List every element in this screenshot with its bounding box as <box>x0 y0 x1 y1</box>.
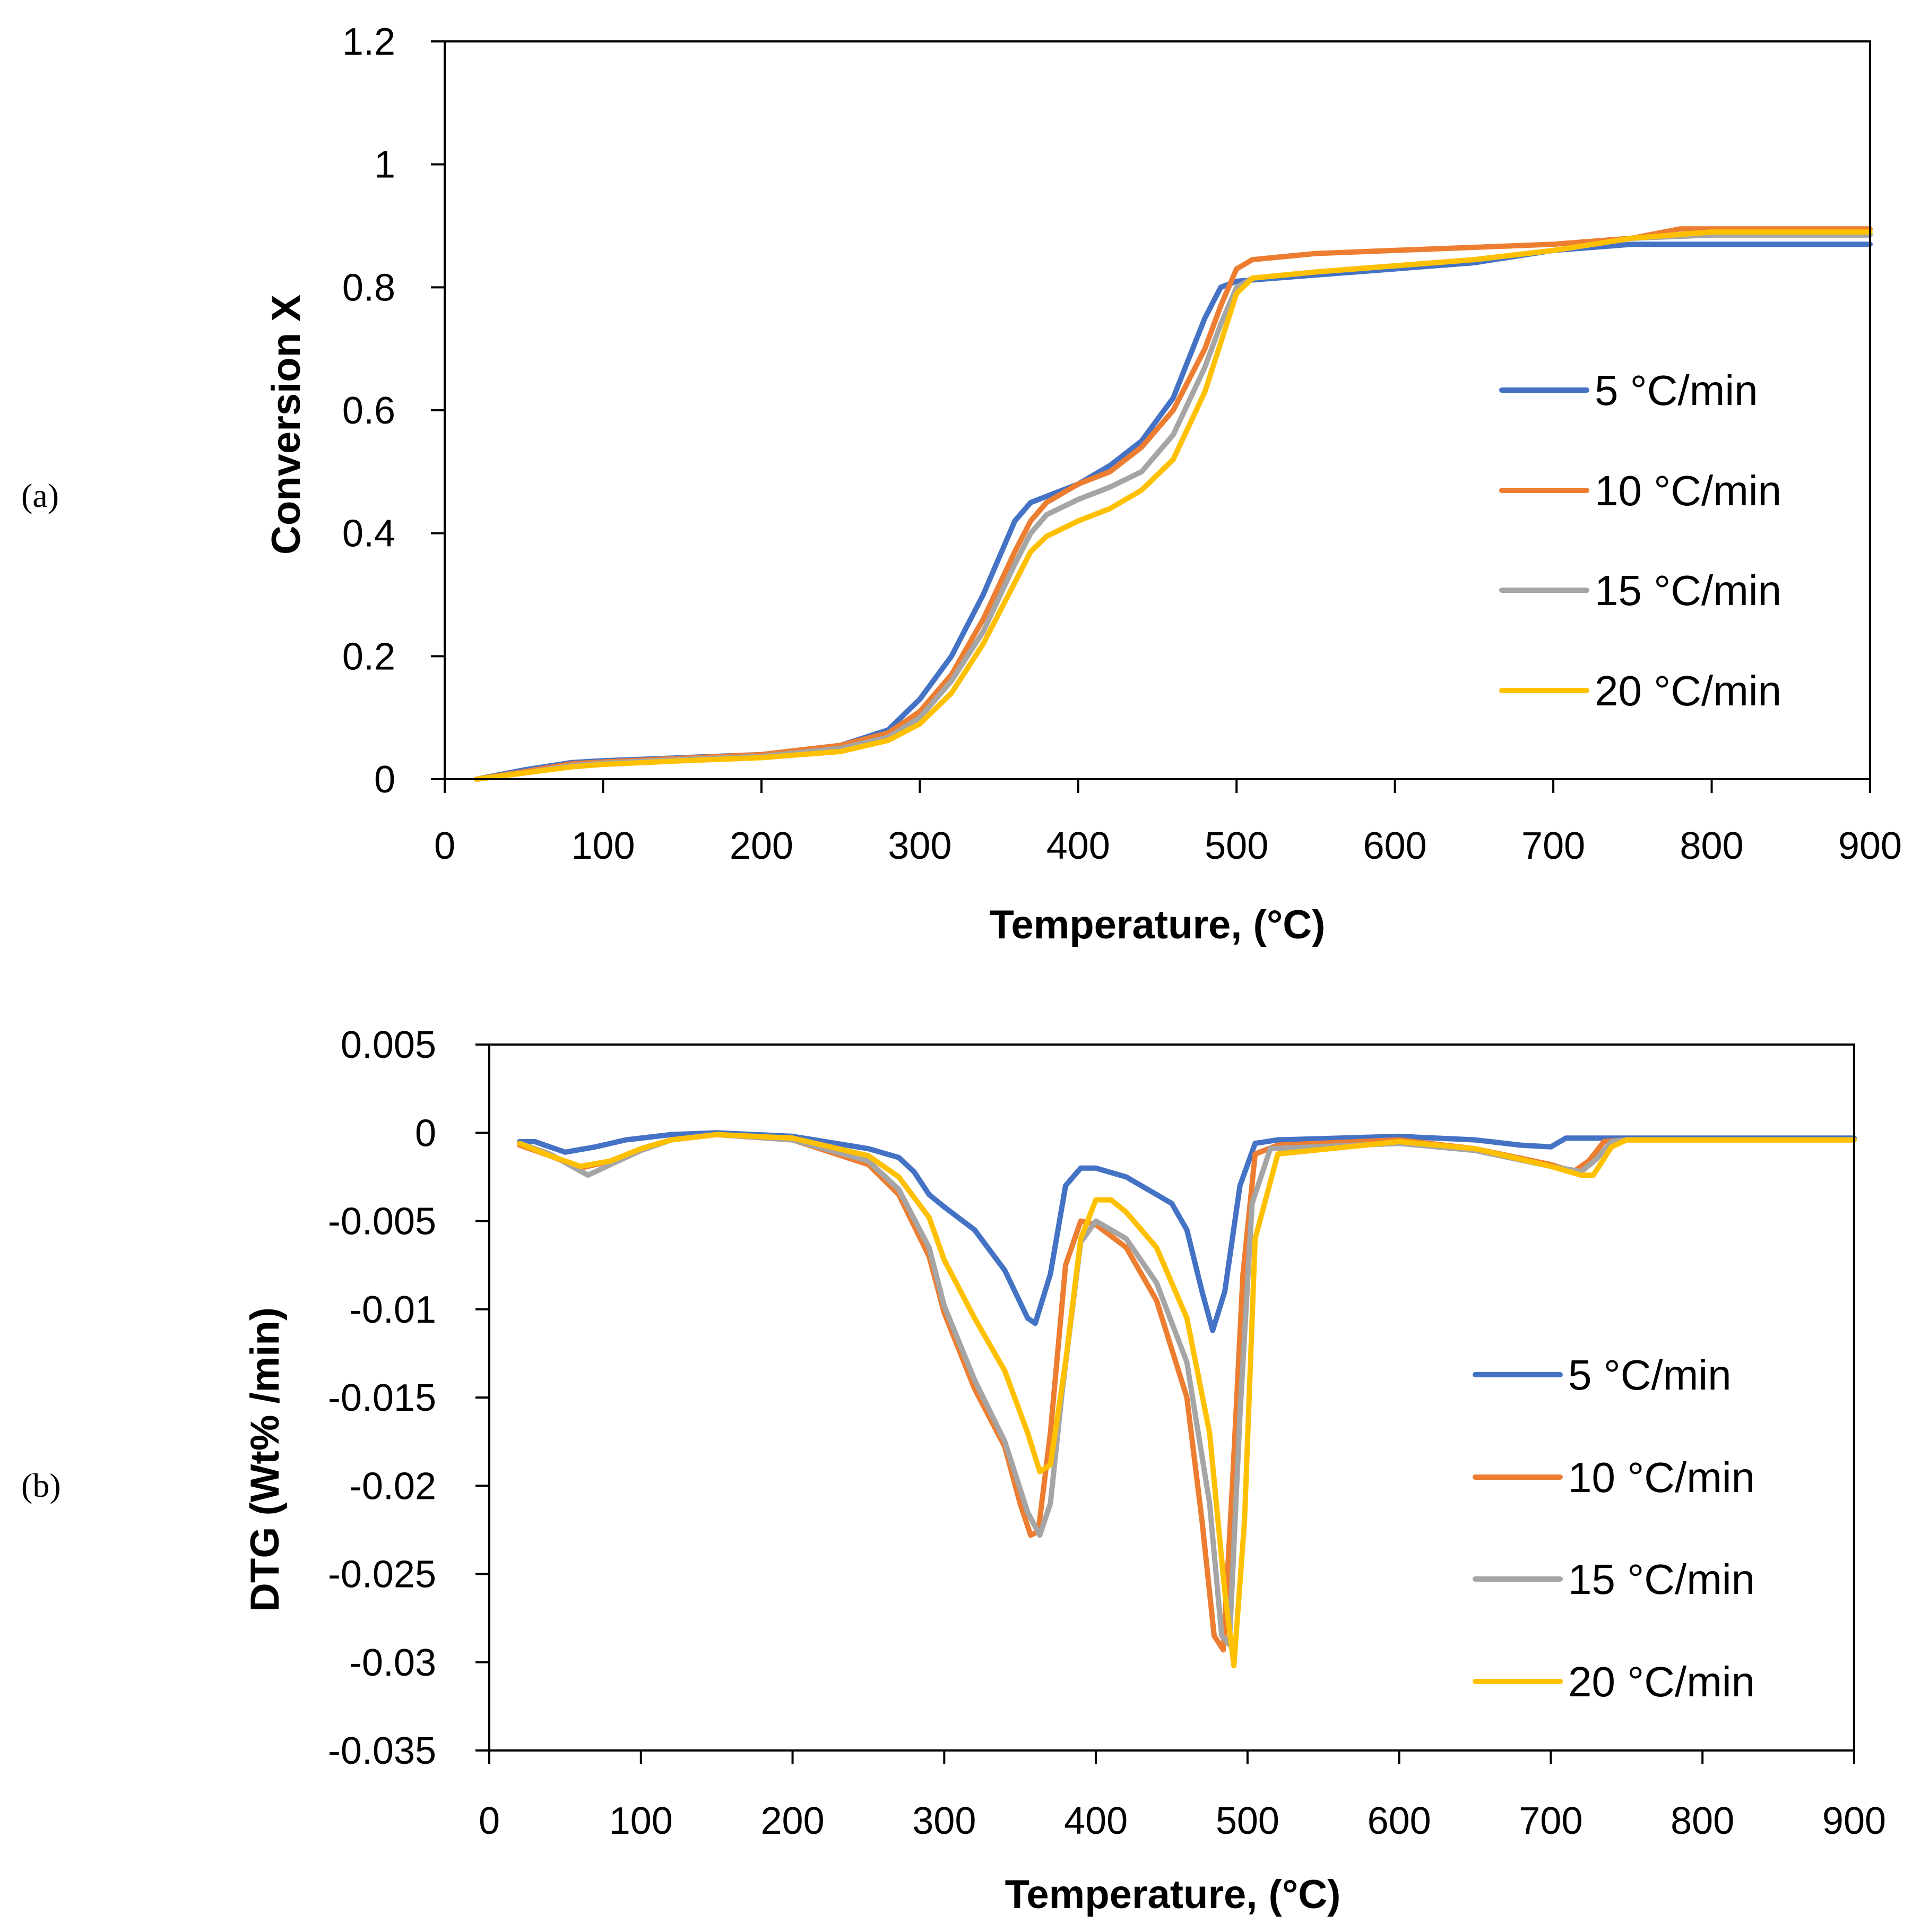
panel-a-series-lines <box>473 226 1873 782</box>
x-tick-label: 600 <box>1363 825 1427 867</box>
panel-a-plot-frame <box>444 40 1871 780</box>
y-tick-label: -0.01 <box>349 1289 436 1331</box>
panel-a-y-axis-title: Conversion X <box>264 295 309 555</box>
series-line-20-c-per-min <box>517 1132 1857 1669</box>
x-tick-label: 400 <box>1046 825 1110 867</box>
panel-b-y-axis-title: DTG (Wt% /min) <box>243 1307 288 1612</box>
series-line-5-c-per-min <box>517 1130 1857 1333</box>
panel-b-dtg-chart: (b) 0.005 0 -0.005 -0.01 -0.015 -0.02 -0.025 -0… <box>21 1024 1886 1917</box>
x-tick-label: 800 <box>1671 1800 1734 1842</box>
y-tick-label: -0.015 <box>328 1377 436 1419</box>
y-tick-label: 0.2 <box>342 635 395 678</box>
panel-b-legend: 5 °C/min 10 °C/min 15 °C/min 20 °C/min <box>1473 1351 1755 1705</box>
panel-a-legend-label-20: 20 °C/min <box>1595 667 1781 714</box>
panel-b-x-axis-ticks: 0 100 200 300 400 500 600 700 800 900 <box>479 1750 1886 1842</box>
y-tick-label: 0.8 <box>342 266 395 309</box>
y-tick-label: 1 <box>374 144 395 186</box>
panel-a-legend: 5 °C/min 10 °C/min 15 °C/min 20 °C/min <box>1499 367 1781 714</box>
y-tick-label: -0.025 <box>328 1554 436 1596</box>
y-tick-label: -0.035 <box>328 1730 436 1772</box>
x-tick-label: 800 <box>1680 825 1743 867</box>
panel-a-x-axis-title: Temperature, (°C) <box>990 902 1326 947</box>
panel-b-legend-label-5: 5 °C/min <box>1568 1351 1732 1399</box>
series-line-20-c-per-min <box>473 229 1873 782</box>
panel-b-legend-label-15: 15 °C/min <box>1568 1556 1755 1603</box>
x-tick-label: 900 <box>1838 825 1902 867</box>
x-tick-label: 200 <box>760 1800 824 1842</box>
x-tick-label: 200 <box>730 825 793 867</box>
panel-b-x-axis-title: Temperature, (°C) <box>1005 1872 1341 1917</box>
panel-b-legend-label-10: 10 °C/min <box>1568 1454 1755 1501</box>
y-tick-label: 0 <box>415 1112 436 1154</box>
x-tick-label: 600 <box>1368 1800 1431 1842</box>
x-tick-label: 900 <box>1822 1800 1886 1842</box>
x-tick-label: 500 <box>1205 825 1268 867</box>
y-tick-label: -0.005 <box>328 1201 436 1243</box>
panel-a-y-axis-ticks: 0 0.2 0.4 0.6 0.8 1 1.2 <box>342 21 445 801</box>
panel-b-plot-frame <box>488 1043 1855 1752</box>
panel-b-y-axis-ticks: 0.005 0 -0.005 -0.01 -0.015 -0.02 -0.025 -0.03 -… <box>328 1024 489 1772</box>
y-tick-label: 0.6 <box>342 390 395 432</box>
x-tick-label: 500 <box>1216 1800 1279 1842</box>
panel-a-label: (a) <box>21 477 59 514</box>
panel-b-label: (b) <box>21 1467 61 1504</box>
panel-a-legend-label-5: 5 °C/min <box>1595 367 1758 414</box>
panel-a-legend-label-10: 10 °C/min <box>1595 467 1781 514</box>
x-tick-label: 400 <box>1064 1800 1128 1842</box>
y-tick-label: 0 <box>374 758 395 801</box>
panel-b-legend-label-20: 20 °C/min <box>1568 1658 1755 1705</box>
y-tick-label: -0.03 <box>349 1642 436 1684</box>
x-tick-label: 300 <box>888 825 951 867</box>
x-tick-label: 700 <box>1519 1800 1582 1842</box>
panel-b-series-lines <box>517 1130 1857 1669</box>
y-tick-label: 0.005 <box>341 1024 436 1066</box>
y-tick-label: 0.4 <box>342 513 395 555</box>
x-tick-label: 0 <box>479 1800 500 1842</box>
y-tick-label: 1.2 <box>342 21 395 63</box>
x-tick-label: 0 <box>434 825 455 867</box>
x-tick-label: 100 <box>609 1800 673 1842</box>
x-tick-label: 700 <box>1521 825 1585 867</box>
x-tick-label: 300 <box>912 1800 976 1842</box>
y-tick-label: -0.02 <box>349 1465 436 1507</box>
x-tick-label: 100 <box>571 825 635 867</box>
panel-a-conversion-chart: (a) 0 0.2 0.4 0.6 0.8 1 1.2 0 100 200 300 400 500 60… <box>21 21 1902 947</box>
panel-a-legend-label-15: 15 °C/min <box>1595 567 1781 614</box>
panel-a-x-axis-ticks: 0 100 200 300 400 500 600 700 800 900 <box>434 779 1902 867</box>
